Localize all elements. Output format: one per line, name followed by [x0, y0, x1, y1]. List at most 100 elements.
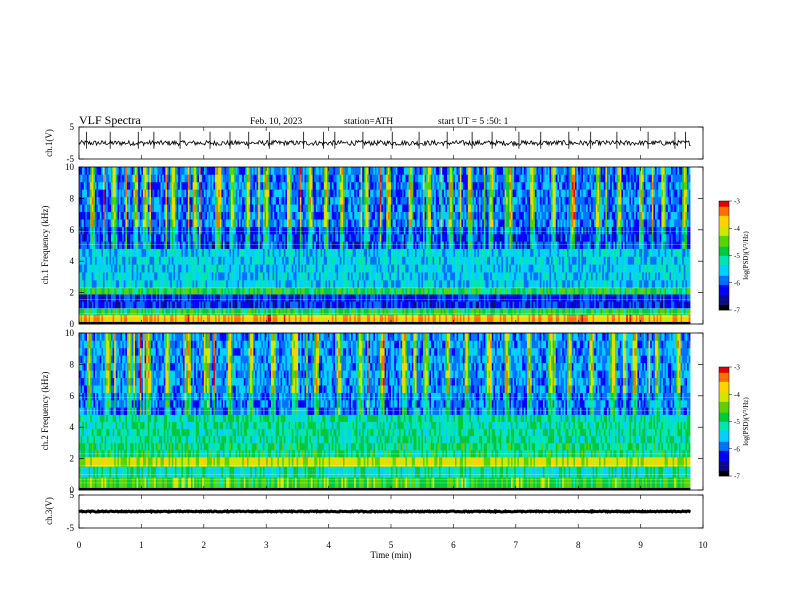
ch1-spectrogram-cell [251, 308, 254, 315]
ch1-spectrogram-cell [282, 181, 284, 190]
ch1-spectrogram-cell [144, 256, 147, 265]
ch1-spectrogram-cell [343, 167, 345, 175]
ch1-spectrogram-cell [224, 314, 227, 322]
ch1-spectrogram-cell [373, 174, 376, 183]
ch1-spectrogram-cell [203, 248, 206, 257]
ch1-spectrogram-cell [323, 233, 326, 242]
ch1-spectrogram-cell [184, 167, 187, 175]
ch1-spectrogram-cell [351, 294, 353, 302]
ch1-spectrogram-cell [149, 301, 152, 309]
ch1-spectrogram-cell [109, 196, 112, 205]
ch1-spectrogram-cell [147, 308, 150, 315]
ch1-spectrogram-cell [351, 196, 353, 205]
ch1-spectrogram-cell [282, 241, 284, 249]
ch1-spectrogram-cell [391, 314, 393, 322]
ch1-spectrogram-cell [271, 287, 273, 295]
ch1-spectrogram-cell [131, 167, 134, 175]
ch1-spectrogram-cell [194, 167, 196, 175]
ch1-spectrogram-cell [187, 294, 190, 302]
ch1-spectrogram-cell [437, 321, 440, 325]
ch1-spectrogram-cell [325, 226, 328, 235]
ch1-spectrogram-cell [111, 196, 113, 205]
ch1-spectrogram-cell [309, 314, 312, 322]
ch1-spectrogram-cell [368, 308, 371, 315]
ch1-spectrogram-cell [90, 211, 92, 220]
ch1-spectrogram-cell [136, 181, 139, 190]
ch1-spectrogram-cell [403, 233, 406, 242]
ch1-spectrogram-cell [322, 189, 324, 198]
ch1-spectrogram-cell [367, 264, 369, 273]
ch1-spectrogram-cell [208, 181, 211, 190]
ch1-spectrogram-cell [416, 272, 419, 281]
ch1-spectrogram-cell [247, 272, 249, 281]
ch1-spectrogram-cell [195, 301, 198, 309]
ch1-spectrogram-cell [378, 256, 380, 265]
ch1-spectrogram-cell [168, 321, 171, 325]
ch1-spectrogram-cell [107, 226, 110, 235]
ch1-spectrogram-cell [407, 196, 409, 205]
ch1-spectrogram-cell [207, 280, 209, 289]
ch1-spectrogram-cell [367, 204, 369, 213]
ch1-spectrogram-cell [83, 256, 86, 265]
ch1-spectrogram-cell [331, 294, 334, 302]
ch1-spectrogram-cell [211, 196, 214, 205]
ch1-spectrogram-cell [376, 219, 379, 227]
ch1-spectrogram-cell [290, 241, 292, 249]
ch1-spectrogram-cell [218, 294, 220, 302]
ch1-spectrogram-cell [434, 219, 436, 227]
ch1-spectrogram-cell [424, 248, 427, 257]
ch1-spectrogram-cell [250, 248, 252, 257]
ch1-spectrogram-cell [277, 196, 280, 205]
ch1-spectrogram-cell [216, 272, 219, 281]
ch1-spectrogram-cell [397, 272, 400, 281]
ch1-spectrogram-cell [312, 294, 315, 302]
ch1-spectrogram-cell [314, 314, 316, 322]
ch1-spectrogram-cell [411, 321, 414, 325]
ch1-spectrogram-cell [114, 256, 116, 265]
ch1-spectrogram-cell [207, 226, 209, 235]
ch1-spectrogram-cell [258, 256, 260, 265]
ch1-spectrogram-cell [287, 287, 289, 295]
ch1-spectrogram-cell [424, 287, 427, 295]
ch1-spectrogram-cell [250, 294, 252, 302]
ch1-spectrogram-cell [235, 196, 238, 205]
ch1-spectrogram-cell [392, 287, 395, 295]
ch1-spectrogram-cell [315, 167, 318, 175]
ch1-spectrogram-cell [82, 248, 84, 257]
ch1-spectrogram-cell [171, 256, 174, 265]
ch1-spectrogram-cell [339, 189, 342, 198]
ch1-spectrogram-cell [347, 256, 350, 265]
ch1-spectrogram-cell [107, 241, 110, 249]
ch1-spectrogram-cell [256, 241, 259, 249]
ch1-spectrogram-cell [255, 241, 257, 249]
ch1-spectrogram-cell [298, 189, 300, 198]
ch1-spectrogram-cell [232, 226, 235, 235]
ch1-spectrogram-cell [269, 167, 272, 175]
ch1-spectrogram-cell [309, 219, 312, 227]
ch1-spectrogram-cell [221, 294, 224, 302]
ch1-spectrogram-cell [328, 321, 331, 325]
ch1-spectrogram-cell [282, 196, 284, 205]
ch1-spectrogram-cell [424, 294, 427, 302]
ch1-spectrogram-cell [341, 280, 344, 289]
ch1-spectrogram-cell [303, 167, 305, 175]
ch1-spectrogram-cell [253, 167, 256, 175]
ch1-spectrogram-cell [400, 241, 403, 249]
ch1-spectrogram-cell [403, 321, 406, 325]
ch1-spectrogram-cell [435, 241, 438, 249]
ch1-spectrogram-cell [125, 174, 128, 183]
ch1-spectrogram-cell [341, 219, 344, 227]
ch1-spectrogram-cell [317, 264, 320, 273]
ch1-spectrogram-cell [400, 226, 403, 235]
ch1-spectrogram-cell [80, 167, 83, 175]
ch1-spectrogram-cell [375, 256, 377, 265]
ch1-spectrogram-cell [109, 174, 112, 183]
ch1-spectrogram-cell [288, 196, 291, 205]
ch1-spectrogram-cell [159, 211, 161, 220]
ch1-spectrogram-cell [199, 321, 201, 325]
ch1-spectrogram-cell [315, 219, 318, 227]
ch1-spectrogram-cell [283, 189, 286, 198]
ch1-spectrogram-cell [261, 174, 264, 183]
ch1-spectrogram-cell [218, 211, 220, 220]
ch1-spectrogram-cell [328, 294, 331, 302]
